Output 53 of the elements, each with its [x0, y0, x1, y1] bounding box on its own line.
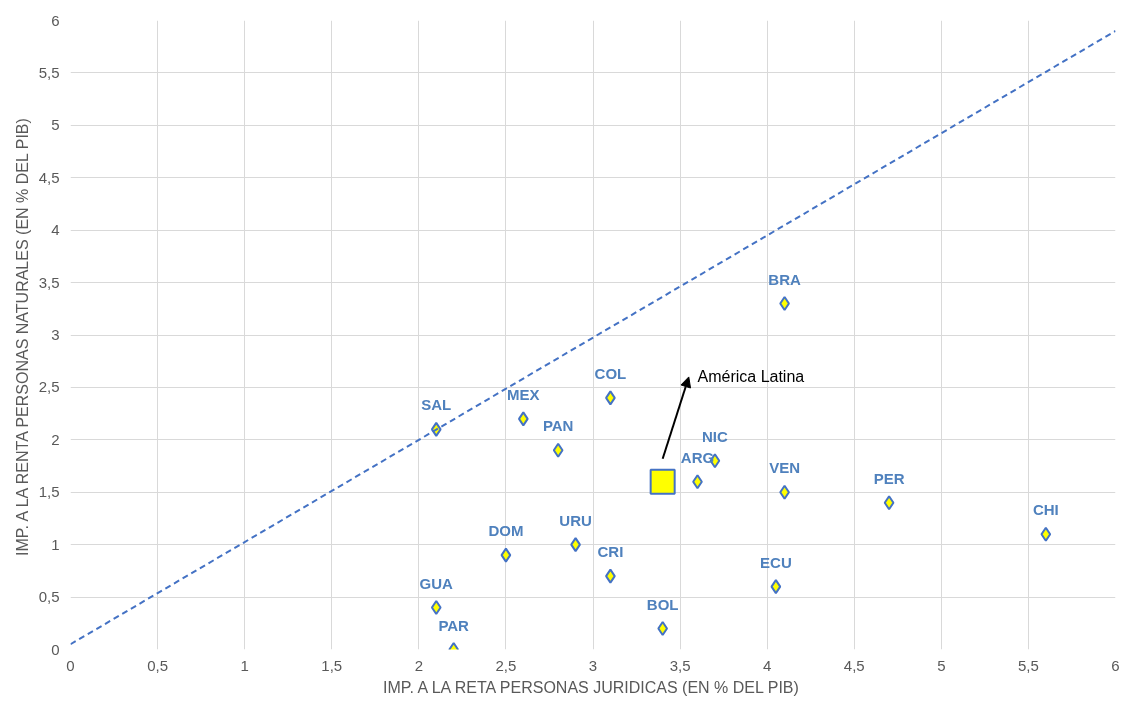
y-tick-label: 5,5 [38, 63, 60, 81]
annotation: SAL [421, 396, 452, 414]
point [500, 547, 512, 563]
annotation: PER [873, 469, 905, 487]
point [552, 442, 564, 458]
annotation: CRI [597, 543, 624, 561]
annotation: COL [594, 364, 627, 382]
x-tick-label: 0,5 [147, 656, 169, 674]
annotation: CHI [1032, 501, 1059, 519]
y-tick-label: 4,5 [38, 168, 60, 186]
annotation: BOL [646, 595, 679, 613]
x-tick-label: 2 [414, 656, 424, 674]
x-tick-label: 5,5 [1017, 656, 1039, 674]
x-tick-label: 3,5 [669, 656, 691, 674]
annotation: URU [559, 511, 592, 529]
point [430, 600, 442, 616]
annotation: PAR [438, 616, 470, 634]
x-tick-label: 4 [763, 656, 772, 674]
annotation: GUA [419, 574, 454, 592]
annotation: PAN [542, 417, 574, 435]
annotation: DOM [488, 522, 524, 540]
y-tick-label: 1 [51, 535, 60, 553]
annotation: ARG [680, 448, 715, 466]
point [770, 579, 782, 595]
y-tick-label: 0 [51, 640, 60, 658]
annotation: NIC [702, 427, 728, 445]
y-tick-label: 0,5 [38, 588, 60, 606]
annotation: ECU [760, 553, 792, 571]
y-tick-label: 2,5 [38, 378, 60, 396]
point [649, 468, 676, 495]
annotation: VEN [769, 459, 801, 477]
y-tick-label: 3,5 [38, 273, 60, 291]
x-tick-label: 4,5 [843, 656, 865, 674]
x-tick-label: 0 [66, 656, 75, 674]
x-tick-label: 2,5 [495, 656, 517, 674]
x-tick-label: 5 [937, 656, 946, 674]
x-tick-label: 6 [1111, 656, 1120, 674]
y-tick-label: 2 [51, 430, 60, 448]
x-axis-title: IMP. A LA RETA PERSONAS JURIDICAS (EN % DEL PIB) [383, 678, 799, 696]
x-tick-label: 1 [240, 656, 249, 674]
point [1040, 526, 1052, 542]
y-tick-label: 1,5 [38, 483, 60, 501]
y-tick-label: 6 [51, 11, 60, 29]
y-tick-label: 5 [51, 116, 60, 134]
annotation: BRA [768, 270, 801, 288]
point [883, 495, 895, 511]
annotation: MEX [507, 385, 540, 403]
x-tick-label: 3 [588, 656, 598, 674]
annotation: América Latina [697, 368, 805, 386]
x-tick-label: 1,5 [321, 656, 343, 674]
y-axis-title: IMP. A LA RENTA PERSONAS NATURALES (EN % DEL PIB) [13, 118, 31, 556]
y-tick-label: 4 [51, 221, 60, 239]
y-tick-label: 3 [51, 326, 60, 343]
